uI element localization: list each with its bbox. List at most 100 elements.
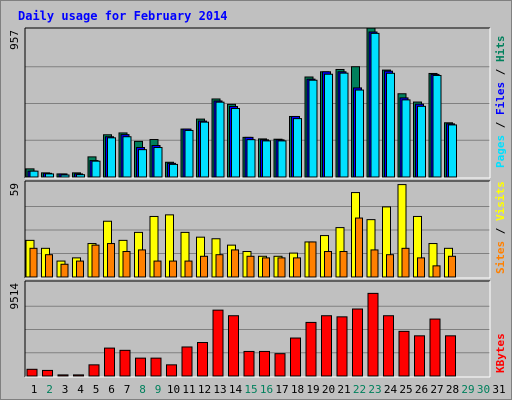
kbytes-bar — [383, 315, 394, 377]
pages-bar — [370, 32, 380, 178]
x-tick-label: 31 — [492, 383, 505, 396]
pages-bar — [231, 107, 240, 178]
kbytes-bar — [367, 292, 379, 377]
pages-bar — [448, 124, 457, 178]
kbytes-bar — [150, 357, 162, 377]
x-tick-label: 15 — [244, 383, 257, 396]
kbytes-bar — [42, 369, 53, 377]
x-tick-label: 21 — [337, 383, 350, 396]
hits-ymax-label: 957 — [8, 30, 21, 50]
sites-bar — [324, 251, 332, 278]
legend-hits: Hits — [494, 36, 507, 63]
sites-bar — [138, 249, 146, 278]
kbytes-bar — [414, 335, 425, 377]
kbytes-bar — [57, 374, 69, 377]
pages-bar — [417, 105, 426, 178]
pages-bar — [107, 137, 116, 178]
legend-separator: / — [494, 221, 507, 241]
x-tick-label: 5 — [93, 383, 100, 396]
x-tick-label: 17 — [275, 383, 288, 396]
x-tick-label: 9 — [155, 383, 162, 396]
kbytes-bar — [429, 318, 441, 377]
x-tick-label: 6 — [108, 383, 115, 396]
x-tick-label: 26 — [415, 383, 428, 396]
x-tick-label: 19 — [306, 383, 319, 396]
pages-bar — [308, 79, 318, 178]
x-tick-label: 27 — [430, 383, 443, 396]
pages-bar — [122, 136, 132, 178]
pages-bar — [60, 174, 70, 178]
sites-bar — [339, 251, 348, 278]
sites-bar — [246, 255, 255, 278]
x-tick-label: 11 — [182, 383, 195, 396]
kbytes-bar — [197, 342, 208, 377]
x-tick-label: 8 — [139, 383, 146, 396]
x-tick-label: 29 — [461, 383, 474, 396]
kbytes-bar — [398, 330, 410, 377]
kbytes-panel: 9514 KBytes — [8, 280, 507, 378]
x-tick-label: 2 — [46, 383, 53, 396]
visits-sites-panel: 59 Sites / Visits — [8, 180, 507, 279]
sites-bar — [153, 260, 162, 278]
pages-bar — [29, 170, 39, 178]
x-tick-label: 28 — [446, 383, 459, 396]
kbytes-bar — [290, 337, 301, 377]
sites-bar — [169, 260, 177, 278]
legend-visits: Visits — [494, 181, 507, 221]
x-tick-label: 23 — [368, 383, 381, 396]
x-tick-label: 22 — [353, 383, 366, 396]
kbytes-bar — [305, 321, 317, 377]
chart-title: Daily usage for February 2014 — [18, 9, 228, 23]
kbytes-bar — [228, 315, 239, 377]
pages-bar — [91, 160, 101, 178]
legend-separator: / — [494, 115, 507, 135]
x-tick-label: 25 — [399, 383, 412, 396]
sites-bar — [262, 257, 270, 278]
hits-legend: Pages / Files / Hits — [494, 36, 507, 169]
sites-bar — [355, 217, 363, 278]
pages-bar — [339, 72, 349, 178]
pages-bar — [324, 73, 333, 178]
x-axis-labels: 1 2 3 4 5 6 7 8 9 10 11 12 13 14 15 16 17 18 19 20 21 22 23 24 2… — [31, 383, 506, 396]
sites-bar — [76, 260, 84, 278]
kbytes-bar — [336, 316, 348, 377]
x-tick-label: 7 — [124, 383, 131, 396]
kbytes-ymax-label: 9514 — [8, 283, 21, 310]
sites-bar — [293, 257, 301, 278]
sites-bar — [401, 247, 410, 278]
sites-bar — [386, 254, 394, 278]
sites-bar — [448, 255, 456, 278]
pages-bar — [153, 147, 163, 178]
x-tick-label: 20 — [322, 383, 335, 396]
kbytes-bar — [88, 364, 100, 377]
legend-separator: / — [494, 62, 507, 82]
pages-bar — [277, 140, 287, 178]
sites-bar — [60, 263, 69, 278]
sites-bar — [107, 243, 115, 278]
chart-panels: 957 Pages / Files / Hits 59 Sites / Visits 9… — [8, 27, 507, 378]
sites-bar — [45, 254, 53, 278]
x-tick-label: 24 — [384, 383, 398, 396]
sites-bar — [122, 251, 131, 278]
x-tick-label: 30 — [477, 383, 490, 396]
hits-files-pages-panel: 957 Pages / Files / Hits — [8, 27, 507, 179]
visits-ymax-label: 59 — [8, 183, 21, 196]
x-tick-label: 16 — [260, 383, 273, 396]
pages-bar — [76, 174, 85, 178]
kbytes-bar — [104, 347, 115, 377]
sites-bar — [277, 257, 286, 278]
visits-legend: Sites / Visits — [494, 181, 507, 274]
x-tick-label: 10 — [167, 383, 180, 396]
legend-files: Files — [494, 82, 507, 115]
x-tick-label: 14 — [229, 383, 243, 396]
pages-bar — [215, 101, 225, 178]
sites-bar — [308, 241, 317, 278]
sites-bar — [432, 265, 441, 278]
kbytes-bar — [73, 374, 84, 377]
kbytes-bar — [274, 353, 286, 377]
x-tick-label: 3 — [62, 383, 69, 396]
pages-bar — [184, 129, 194, 178]
kbytes-bar — [26, 368, 38, 377]
x-tick-label: 12 — [198, 383, 211, 396]
